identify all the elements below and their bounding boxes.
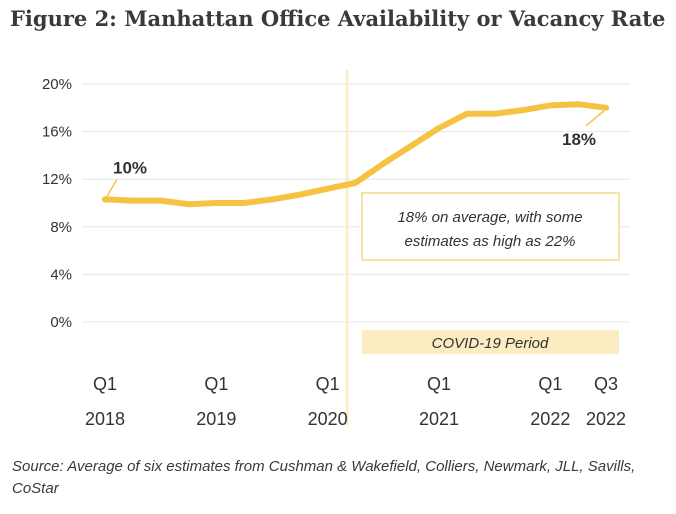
y-tick-label: 0% — [50, 314, 72, 331]
x-tick-quarter-label: Q1 — [427, 374, 451, 394]
y-tick-label: 4% — [50, 266, 72, 283]
y-tick-label: 8% — [50, 219, 72, 236]
x-tick-year-label: 2021 — [419, 409, 459, 429]
x-tick-quarter-label: Q1 — [538, 374, 562, 394]
data-point — [241, 200, 248, 206]
data-point — [185, 201, 192, 208]
data-point — [547, 102, 554, 109]
x-tick-quarter-label: Q1 — [204, 374, 228, 394]
data-point — [603, 104, 609, 111]
data-point — [129, 197, 136, 204]
data-point — [269, 196, 275, 203]
data-points — [102, 101, 609, 208]
x-axis-ticks: Q1 2018 Q1 2019 Q1 2020 Q1 2021 Q1 2022 Q3 2022 — [85, 374, 626, 429]
data-point — [491, 110, 498, 117]
data-point — [102, 196, 108, 203]
y-axis-ticks: 20% 16% 12% 8% 4% 0% — [42, 76, 72, 331]
x-tick-year-label: 2022 — [586, 409, 626, 429]
start-value-label: 10% — [113, 158, 147, 177]
data-point — [213, 200, 220, 206]
data-point — [436, 125, 442, 132]
data-point — [352, 179, 359, 186]
data-point — [157, 197, 164, 204]
y-tick-label: 16% — [42, 124, 72, 141]
data-point — [408, 142, 415, 149]
end-value-label: 18% — [562, 130, 596, 149]
chart-title: Figure 2: Manhattan Office Availability … — [10, 6, 666, 31]
data-point — [380, 160, 387, 167]
end-label-leader — [585, 110, 605, 127]
start-label-leader — [106, 179, 118, 197]
x-tick-quarter-label: Q1 — [316, 374, 340, 394]
vacancy-rate-chart: 20% 16% 12% 8% 4% 0% COVID-19 Period 18% on a… — [42, 70, 630, 429]
data-point — [324, 185, 331, 192]
x-tick-quarter-label: Q3 — [594, 374, 618, 394]
data-point — [296, 191, 303, 198]
x-tick-year-label: 2020 — [308, 409, 348, 429]
vacancy-rate-line — [102, 101, 609, 208]
average-note-box — [361, 192, 620, 261]
source-note: Source: Average of six estimates from Cu… — [12, 458, 636, 497]
x-tick-year-label: 2022 — [530, 409, 570, 429]
x-tick-year-label: 2019 — [196, 409, 236, 429]
average-note-line1: 18% on average, with some — [397, 209, 582, 226]
data-point — [519, 107, 526, 114]
x-tick-year-label: 2018 — [85, 409, 125, 429]
data-point — [575, 101, 582, 108]
y-tick-label: 12% — [42, 171, 72, 188]
average-note-line2: estimates as high as 22% — [405, 233, 576, 250]
y-tick-label: 20% — [42, 76, 72, 93]
data-point — [463, 110, 470, 117]
x-tick-quarter-label: Q1 — [93, 374, 117, 394]
covid-period-bar — [362, 330, 619, 354]
covid-period-label: COVID-19 Period — [432, 335, 549, 352]
